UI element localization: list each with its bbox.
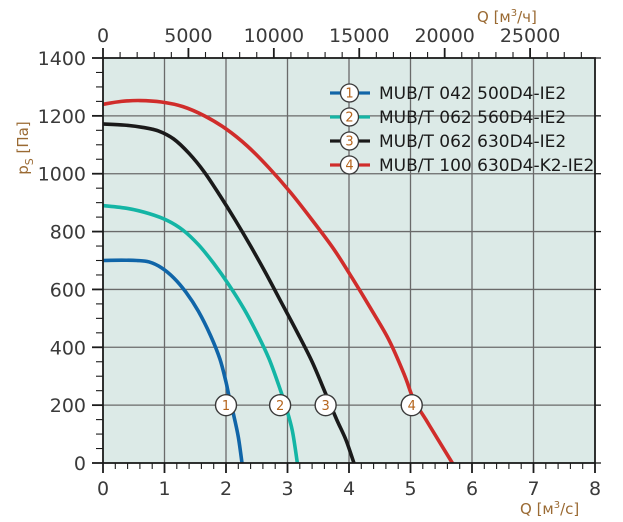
legend-marker-circle <box>339 83 360 103</box>
x-tick-label-top: 0 <box>97 25 109 47</box>
chart-legend: 1 MUB/T 042 500D4-IE2 2 MUB/T 062 560D4-IE2… <box>330 83 594 176</box>
marker-circle <box>214 393 238 417</box>
y-tick-label: 800 <box>50 222 86 244</box>
x-tick-label: 0 <box>97 478 109 500</box>
y-tick-label: 200 <box>50 395 86 417</box>
marker-number: 1 <box>222 399 230 414</box>
x-tick-label: 7 <box>527 478 539 500</box>
x-tick-label-top: 10000 <box>244 25 304 47</box>
legend-label: MUB/T 042 500D4-IE2 <box>379 84 566 104</box>
legend-item-1[interactable]: 1 MUB/T 042 500D4-IE2 <box>330 83 566 104</box>
y-tick-label: 1200 <box>38 106 86 128</box>
curve-markers: 1 2 3 4 <box>214 393 423 417</box>
x-tick-label-top: 15000 <box>329 25 389 47</box>
grid-lines <box>103 58 595 463</box>
legend-marker-number: 2 <box>345 111 353 126</box>
top-axis-title: Q [м3/ч] <box>477 8 537 26</box>
axis-ticks <box>92 48 601 473</box>
marker-number: 2 <box>276 399 284 414</box>
y-tick-label: 1000 <box>38 164 86 186</box>
curve-marker-2: 2 <box>268 393 292 417</box>
y-tick-label: 1400 <box>38 48 86 70</box>
bottom-axis-title: Q [м3/с] <box>520 500 579 518</box>
legend-marker-circle <box>339 131 360 151</box>
legend-marker-circle <box>339 155 360 175</box>
marker-circle <box>400 393 423 417</box>
curve-marker-1: 1 <box>214 393 238 417</box>
y-tick-label: 600 <box>50 279 86 301</box>
x-tick-label: 4 <box>343 478 355 500</box>
legend-label: MUB/T 100 630D4-K2-IE2 <box>379 156 594 176</box>
x-tick-label-top: 20000 <box>414 25 474 47</box>
x-tick-label-top: 25000 <box>500 25 560 47</box>
legend-label: MUB/T 062 560D4-IE2 <box>379 108 566 128</box>
legend-marker-circle <box>339 107 360 127</box>
marker-circle <box>314 393 337 417</box>
curve-marker-3: 3 <box>314 393 337 417</box>
marker-circle <box>268 393 292 417</box>
marker-number: 3 <box>321 399 329 414</box>
legend-label: MUB/T 062 630D4-IE2 <box>379 132 566 152</box>
axis-tick-labels: 0 1 2 3 4 5 6 7 8 0 5000 10000 15000 20000 25000 0 200 40… <box>38 25 601 500</box>
x-tick-label: 2 <box>220 478 232 500</box>
x-tick-label: 6 <box>466 478 478 500</box>
marker-number: 4 <box>408 399 416 414</box>
y-axis-title: pS [Па] <box>14 121 36 174</box>
x-tick-label: 3 <box>281 478 293 500</box>
legend-item-2[interactable]: 2 MUB/T 062 560D4-IE2 <box>330 107 566 128</box>
legend-marker-number: 4 <box>345 159 353 174</box>
axis-titles: Q [м3/ч] Q [м3/с] pS [Па] <box>14 8 579 518</box>
legend-marker-number: 3 <box>345 135 353 150</box>
x-tick-label-top: 5000 <box>164 25 212 47</box>
y-tick-label: 400 <box>50 337 86 359</box>
legend-item-4[interactable]: 4 MUB/T 100 630D4-K2-IE2 <box>330 155 594 176</box>
legend-marker-number: 1 <box>345 87 353 102</box>
y-tick-label: 0 <box>74 453 86 475</box>
x-tick-label: 1 <box>158 478 170 500</box>
legend-item-3[interactable]: 3 MUB/T 062 630D4-IE2 <box>330 131 566 152</box>
x-tick-label: 8 <box>589 478 601 500</box>
x-tick-label: 5 <box>404 478 416 500</box>
curve-marker-4: 4 <box>400 393 423 417</box>
